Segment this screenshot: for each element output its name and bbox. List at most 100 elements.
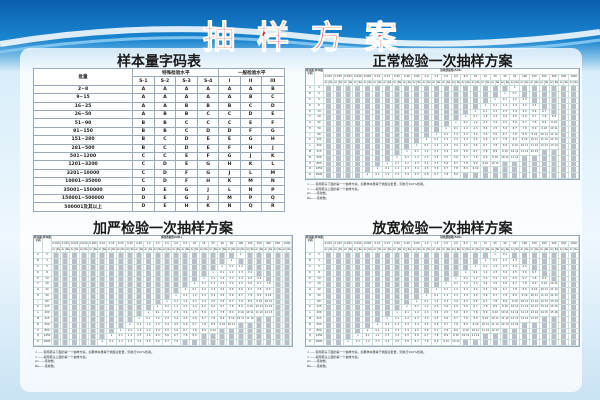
plan-cell: [79, 282, 89, 289]
plan-cell: [343, 144, 354, 151]
plan-cell: [559, 115, 570, 122]
plan-cell: [480, 173, 491, 179]
code-letter: A: [153, 93, 177, 103]
plan-cell: [116, 311, 126, 318]
plan-cell: [218, 328, 228, 335]
plan-cell: [373, 109, 383, 116]
size-header: 样本量: [315, 236, 324, 254]
plan-cell: [125, 270, 136, 277]
plan-cell: [520, 328, 530, 335]
plan-cell: 2 3: [480, 121, 491, 127]
code-letter: G: [306, 121, 315, 127]
plan-cell: 11 12: [264, 305, 274, 312]
ac-header: Ac: [324, 247, 329, 254]
table-row: 91~150 B B C D D F G: [32, 126, 286, 137]
plan-cell: 7 8: [520, 282, 530, 289]
aql-value: 1000: [282, 241, 292, 248]
plan-cell: 3 4: [510, 109, 521, 116]
plan-cell: [135, 305, 145, 312]
plan-cell: [392, 150, 403, 156]
re-header: Re: [358, 80, 364, 87]
plan-cell: 6 7: [451, 317, 462, 323]
re-header: Re: [102, 247, 108, 254]
sample-size: 2000: [43, 340, 52, 346]
plan-cell: 8 9: [529, 126, 540, 133]
sample-size: 50: [315, 126, 324, 133]
re-header: Re: [544, 247, 550, 254]
code-letter: A: [132, 109, 155, 120]
plan-cell: 13 14: [510, 322, 521, 329]
plan-cell: 7 8: [510, 288, 521, 294]
plan-cell: 10 11: [490, 161, 501, 168]
plan-cell: 5 6: [471, 144, 481, 151]
plan-cell: 2 3: [199, 293, 209, 300]
plan-cell: [363, 276, 374, 283]
re-header: Re: [525, 247, 530, 254]
plan-cell: [107, 288, 117, 294]
arrow-down-icon: ⇩: [412, 299, 423, 306]
normal-plan-title: 正常检验一次抽样方案: [372, 54, 513, 70]
plan-cell: [88, 305, 99, 312]
re-header: Re: [426, 247, 432, 254]
plan-cell: [392, 270, 403, 277]
plan-cell: [353, 299, 364, 306]
plan-cell: 5 6: [461, 305, 472, 312]
plan-cell: [79, 253, 89, 260]
plan-cell: 1 2: [471, 276, 481, 283]
aql-value: 40: [500, 74, 511, 81]
plan-cell: [392, 259, 403, 265]
code-letter: F: [306, 115, 315, 122]
table-row: 151~280 B C D E E G H: [32, 135, 286, 145]
plan-cell: [273, 259, 283, 265]
plan-cell: [569, 126, 579, 133]
plan-cell: 1 2: [382, 173, 393, 179]
plan-cell: 14 15: [549, 305, 560, 312]
sample-size: 125: [315, 305, 324, 312]
plan-cell: [402, 126, 413, 133]
plan-cell: [61, 322, 71, 329]
re-header: Re: [485, 247, 491, 254]
plan-cell: 6 7: [480, 144, 491, 151]
code-letter: D: [260, 101, 286, 111]
plan-cell: [569, 150, 579, 156]
plan-cell: 10 11: [539, 132, 550, 139]
code-letter: D: [132, 193, 155, 204]
plan-cell: [125, 253, 136, 260]
plan-cell: 5 6: [199, 311, 209, 318]
lot-range: 10001~35000: [32, 177, 134, 187]
plan-cell: 1 2: [510, 97, 521, 104]
plan-cell: 10 11: [255, 305, 265, 312]
plan-cell: [422, 92, 432, 98]
plan-cell: [559, 264, 570, 271]
code-letter: E: [175, 151, 198, 162]
plan-cell: [490, 167, 501, 174]
plan-cell: [70, 253, 80, 260]
code-letter: B: [306, 259, 315, 265]
plan-cell: [61, 264, 71, 271]
plan-cell: 1 2: [402, 317, 413, 323]
plan-cell: 5 6: [490, 288, 501, 294]
plan-cell: 0 1: [402, 311, 413, 318]
plan-cell: [218, 259, 228, 265]
sample-size: 800: [315, 328, 324, 335]
plan-cell: [116, 299, 126, 306]
plan-cell: [402, 103, 413, 110]
plan-cell: [98, 328, 108, 335]
plan-cell: [333, 155, 344, 162]
plan-cell: 1 2: [125, 334, 136, 341]
aql-value: 0.065: [363, 74, 374, 81]
plan-cell: [412, 86, 423, 93]
plan-cell: [171, 276, 182, 283]
plan-cell: 12 13: [264, 311, 274, 318]
plan-cell: [431, 270, 442, 277]
arrow-down-icon: ⇩: [412, 144, 423, 151]
ac-header: Ac: [135, 247, 140, 254]
plan-cell: [373, 317, 383, 323]
arrow-down-icon: ⇩: [98, 340, 108, 346]
plan-cell: [79, 264, 89, 271]
plan-cell: 11 12: [529, 299, 540, 306]
aql-value: 65: [510, 241, 521, 248]
sample-size: 315: [315, 317, 324, 323]
plan-cell: 7 8: [422, 340, 432, 346]
plan-cell: [61, 311, 71, 318]
